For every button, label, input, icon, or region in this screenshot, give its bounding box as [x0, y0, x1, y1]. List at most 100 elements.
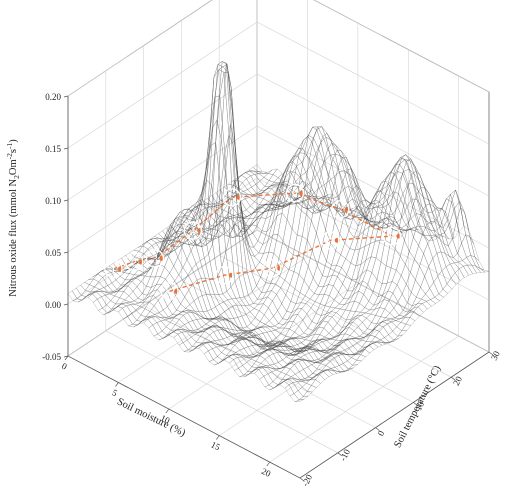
surface-cell	[248, 232, 259, 248]
surface-cell	[360, 189, 370, 203]
surface-cell	[345, 248, 356, 264]
surface-cell	[247, 224, 258, 234]
surface-cell	[328, 274, 338, 286]
surface-cell	[67, 290, 78, 301]
y-tick-mark	[450, 376, 456, 381]
surface-cell	[250, 254, 260, 269]
marker-8: 8	[382, 226, 402, 246]
surface-cell	[293, 255, 304, 275]
surface-cell	[143, 318, 154, 329]
surface-cell	[351, 264, 362, 281]
pane-left	[67, 0, 258, 357]
y-tick-mark	[337, 452, 343, 457]
surface-cell	[71, 287, 82, 300]
marker-12: 12	[160, 282, 179, 301]
surface-cell	[302, 313, 313, 329]
surface-cell	[250, 317, 261, 328]
surface-cell	[381, 265, 392, 285]
surface-cell	[409, 236, 419, 260]
surface-cell	[441, 194, 451, 213]
surface-cell	[426, 299, 436, 307]
surface-cell	[119, 272, 130, 281]
marker-ring	[145, 249, 165, 268]
z-tick-mark	[63, 303, 69, 306]
surface-cell	[384, 334, 394, 343]
surface-cell	[186, 250, 197, 270]
surface-cell	[301, 154, 311, 173]
surface-cell	[444, 222, 454, 240]
surface-cell	[195, 331, 205, 337]
surface-cell	[304, 352, 315, 361]
surface-cell	[327, 316, 338, 329]
surface-cell	[233, 224, 244, 278]
surface-cell	[420, 275, 430, 295]
surface-cell	[216, 345, 227, 353]
surface-cell	[384, 300, 395, 314]
surface-cell	[190, 242, 201, 265]
surface-cell	[415, 213, 426, 228]
surface-cell	[282, 218, 293, 251]
surface-cell	[171, 217, 182, 234]
surface-cell	[115, 276, 126, 286]
surface-cell	[441, 266, 452, 285]
surface-cell	[366, 313, 376, 323]
surface-cell	[293, 314, 304, 327]
grid-line-x	[67, 0, 258, 357]
surface-cell	[275, 366, 286, 373]
surface-cell	[237, 175, 247, 184]
surface-cell	[182, 259, 193, 276]
surface-cell	[320, 336, 330, 341]
surface-cell	[396, 275, 407, 295]
surface-cell	[203, 229, 214, 235]
surface-cell	[127, 281, 138, 292]
surface-cell	[253, 211, 264, 219]
marker-label: 5	[229, 192, 235, 204]
surface-cell	[392, 284, 403, 303]
surface-cell	[167, 301, 177, 315]
surface-cell	[237, 315, 248, 329]
y-tick-mark	[488, 351, 494, 356]
surface-cell	[308, 126, 318, 139]
marker-5: 5	[222, 188, 242, 207]
surface-cell	[346, 310, 356, 321]
surface-cell	[164, 317, 175, 323]
surface-cell	[254, 252, 264, 263]
surface-cell	[158, 230, 168, 239]
surface-cell	[205, 277, 215, 295]
surface-cell	[323, 369, 334, 377]
surface-cell	[297, 386, 308, 397]
surface-cell	[358, 322, 368, 334]
surface-cell	[196, 318, 207, 328]
surface-cell	[254, 369, 265, 380]
surface-cell	[347, 357, 357, 366]
surface-cell	[139, 269, 150, 277]
surface-cell	[408, 206, 418, 238]
surface-cell	[467, 264, 477, 274]
surface-cell	[303, 366, 313, 378]
surface-cell	[428, 193, 439, 212]
surface-cell	[297, 308, 308, 321]
surface-cell	[242, 272, 253, 296]
surface-cell	[312, 199, 323, 211]
marker-9: 9	[321, 231, 340, 250]
surface-cell	[373, 324, 384, 332]
surface-cell	[262, 331, 273, 343]
grid-line-z	[67, 229, 490, 357]
surface-cell	[296, 302, 307, 310]
surface-cell	[419, 175, 430, 194]
marker-1: 1	[104, 259, 123, 279]
surface-cell	[452, 220, 462, 255]
surface-cell	[345, 300, 355, 312]
surface-cell	[308, 277, 319, 294]
grid-line-y	[256, 0, 490, 353]
surface-cell	[97, 296, 107, 309]
z-tick-mark	[63, 95, 69, 98]
surface-cell	[342, 169, 353, 201]
surface-cell	[182, 339, 193, 351]
surface-cell	[348, 317, 358, 325]
surface-cell	[292, 234, 303, 256]
marker-ring	[321, 231, 340, 250]
surface-cell	[262, 188, 273, 194]
surface-cell	[438, 289, 449, 298]
surface-cell	[391, 269, 402, 286]
